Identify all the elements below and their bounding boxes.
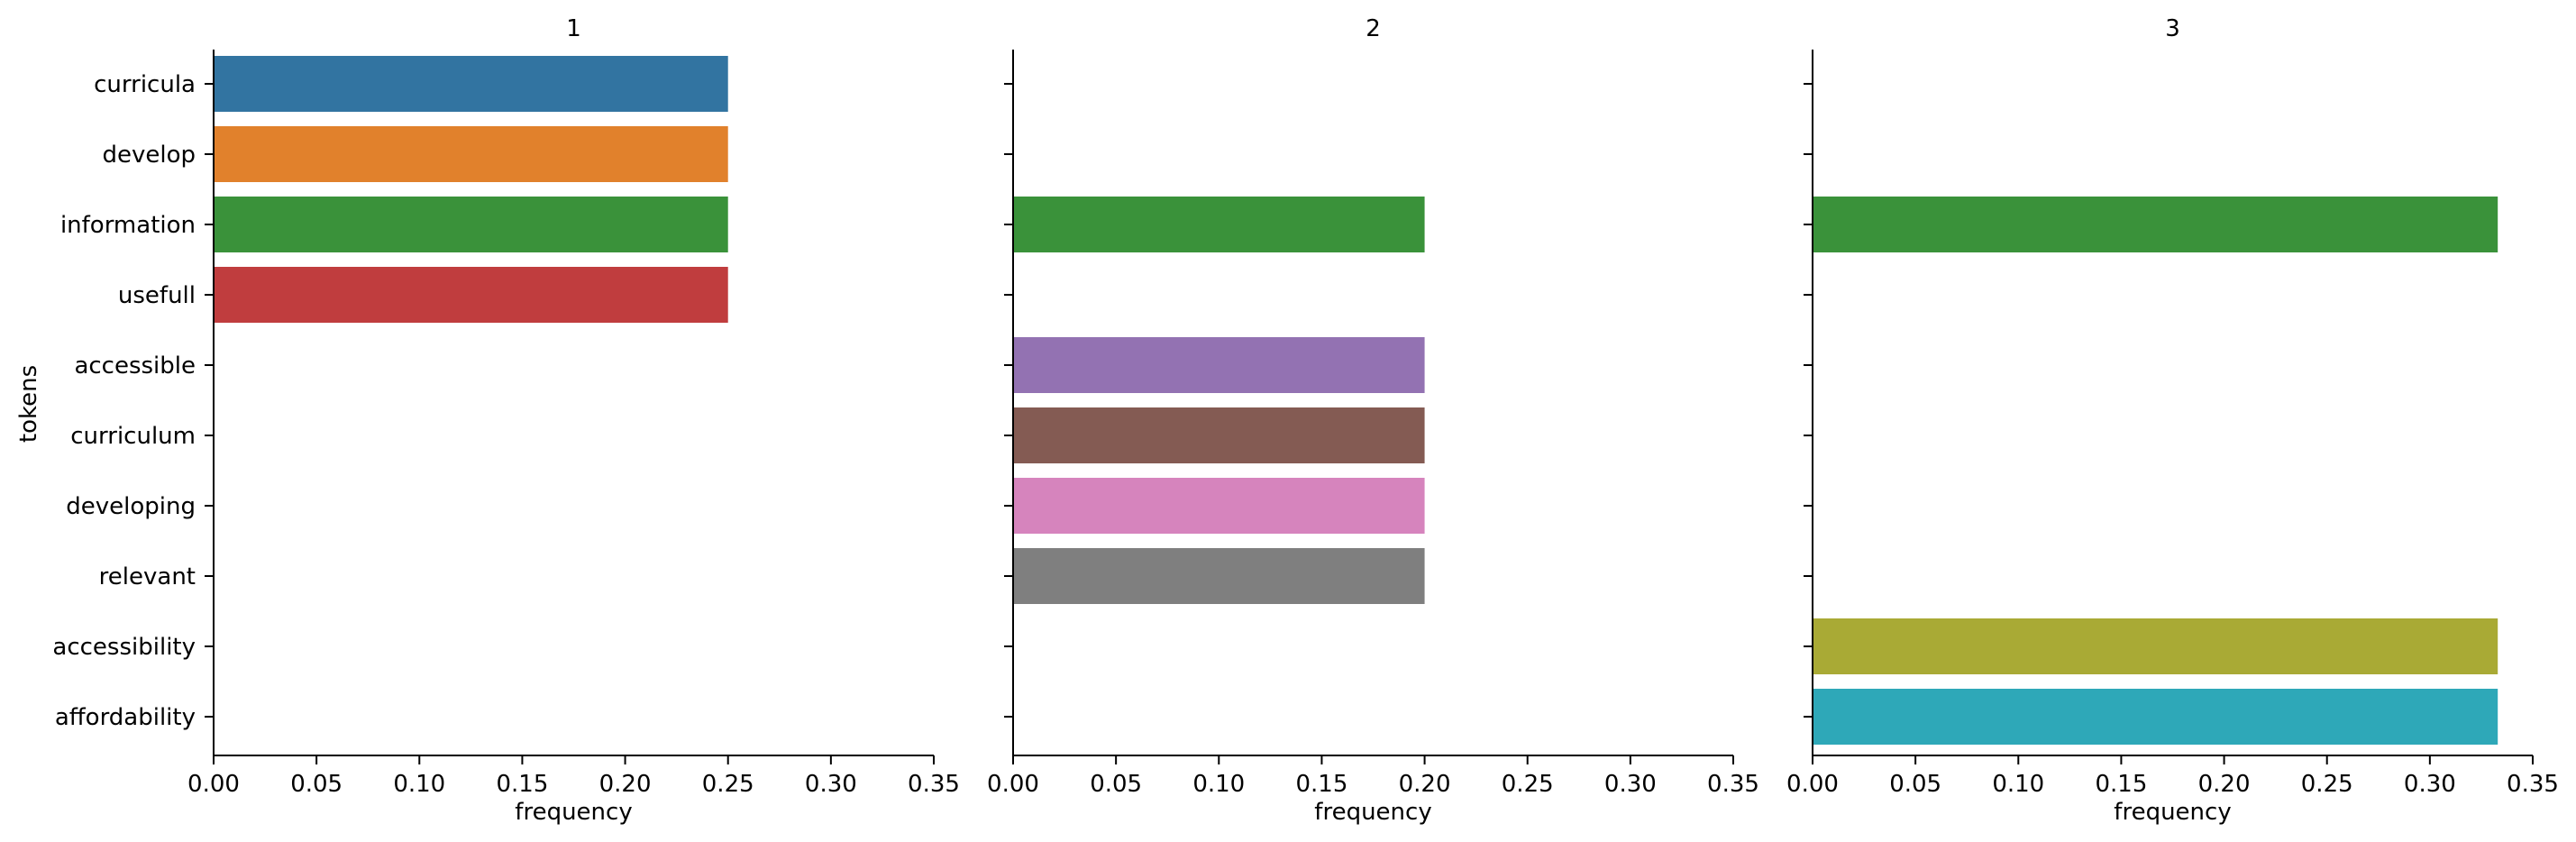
x-axis-label-3: frequency: [2114, 799, 2231, 826]
x-tick-label-2-0.05: 0.05: [1090, 771, 1142, 798]
x-tick-label-3-0.25: 0.25: [2301, 771, 2353, 798]
x-tick-label-3-0.00: 0.00: [1786, 771, 1839, 798]
bar-2-accessible: [1013, 337, 1425, 393]
bar-3-affordability: [1813, 689, 2498, 745]
y-tick-label-accessibility: accessibility: [52, 634, 196, 661]
x-tick-label-2-0.25: 0.25: [1502, 771, 1554, 798]
y-tick-label-affordability: affordability: [55, 704, 196, 731]
x-tick-label-2-0.00: 0.00: [987, 771, 1039, 798]
x-tick-label-3-0.35: 0.35: [2507, 771, 2559, 798]
x-tick-label-1-0.20: 0.20: [599, 771, 652, 798]
x-tick-label-2-0.15: 0.15: [1295, 771, 1347, 798]
panel-title-2: 2: [1366, 15, 1381, 42]
x-axis-label-1: frequency: [515, 799, 632, 826]
x-tick-label-2-0.10: 0.10: [1192, 771, 1245, 798]
bar-1-information: [214, 197, 728, 252]
x-tick-label-2-0.20: 0.20: [1399, 771, 1451, 798]
x-tick-label-3-0.20: 0.20: [2198, 771, 2251, 798]
x-tick-label-1-0.30: 0.30: [805, 771, 857, 798]
y-axis-label: tokens: [15, 365, 42, 443]
y-tick-label-relevant: relevant: [99, 563, 196, 590]
x-tick-label-3-0.05: 0.05: [1889, 771, 1941, 798]
y-tick-label-usefull: usefull: [118, 282, 196, 309]
bar-3-information: [1813, 197, 2498, 252]
x-tick-label-1-0.25: 0.25: [702, 771, 754, 798]
bar-2-developing: [1013, 478, 1425, 534]
bar-2-information: [1013, 197, 1425, 252]
x-tick-label-3-0.30: 0.30: [2404, 771, 2456, 798]
panel-title-3: 3: [2165, 15, 2180, 42]
panel-title-1: 1: [566, 15, 581, 42]
y-tick-label-accessible: accessible: [74, 352, 196, 380]
bar-2-relevant: [1013, 548, 1425, 604]
y-tick-label-developing: developing: [66, 493, 196, 520]
x-tick-label-3-0.10: 0.10: [1992, 771, 2044, 798]
x-tick-label-1-0.05: 0.05: [290, 771, 343, 798]
y-tick-label-curriculum: curriculum: [70, 423, 196, 450]
y-tick-label-curricula: curricula: [94, 71, 196, 98]
y-tick-label-develop: develop: [102, 142, 196, 169]
x-tick-label-2-0.30: 0.30: [1604, 771, 1657, 798]
y-tick-label-information: information: [60, 212, 196, 239]
x-tick-label-1-0.35: 0.35: [908, 771, 960, 798]
bar-2-curriculum: [1013, 407, 1425, 463]
bar-1-develop: [214, 126, 728, 182]
x-tick-label-2-0.35: 0.35: [1707, 771, 1759, 798]
bar-1-curricula: [214, 56, 728, 112]
x-tick-label-1-0.10: 0.10: [393, 771, 445, 798]
x-tick-label-3-0.15: 0.15: [2095, 771, 2147, 798]
bar-1-usefull: [214, 267, 728, 323]
x-tick-label-1-0.15: 0.15: [496, 771, 548, 798]
x-tick-label-1-0.00: 0.00: [187, 771, 240, 798]
x-axis-label-2: frequency: [1314, 799, 1431, 826]
bar-3-accessibility: [1813, 618, 2498, 674]
